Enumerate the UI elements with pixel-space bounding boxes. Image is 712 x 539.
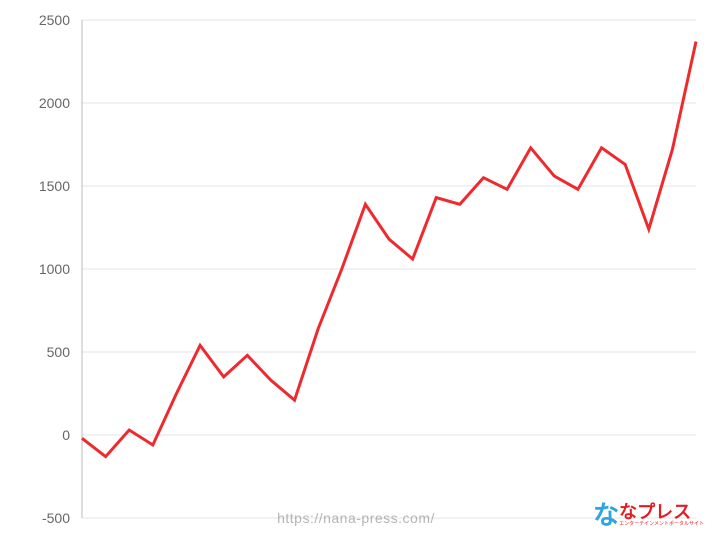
ytick-label: -500 <box>42 510 70 526</box>
line-chart: -500 0 500 1000 1500 2000 2500 <box>0 0 712 534</box>
ytick-label: 500 <box>47 344 71 360</box>
chart-svg: -500 0 500 1000 1500 2000 2500 <box>0 0 712 534</box>
ytick-label: 1000 <box>39 261 70 277</box>
ytick-label: 2000 <box>39 95 70 111</box>
ytick-label: 0 <box>62 427 70 443</box>
ytick-label: 2500 <box>39 12 70 28</box>
ytick-label: 1500 <box>39 178 70 194</box>
